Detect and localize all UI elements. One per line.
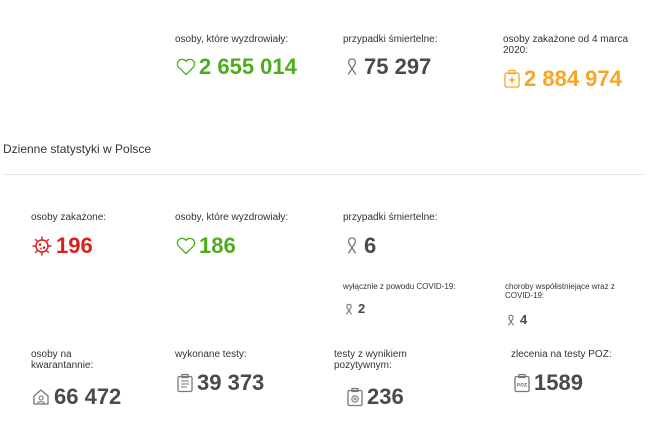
daily-deaths-label: przypadki śmiertelne: — [343, 212, 438, 223]
top-deaths-value-wrap: 75 297 — [343, 55, 431, 79]
medical-kit-icon — [503, 69, 521, 89]
deaths-covid-only-value-wrap: 2 — [343, 302, 365, 316]
ribbon-icon — [343, 236, 361, 256]
top-recovered-label: osoby, które wyzdrowiały: — [175, 34, 289, 45]
tests-value: 39 373 — [197, 370, 265, 395]
top-deaths-label: przypadki śmiertelne: — [343, 34, 438, 45]
quarantine-label: osoby na kwarantannie: — [31, 349, 94, 371]
heart-icon — [176, 237, 196, 255]
tests-label: wykonane testy: — [175, 349, 247, 360]
deaths-covid-only-label: wyłącznie z powodu COVID-19: — [343, 282, 456, 291]
daily-infected-value: 196 — [56, 233, 93, 258]
house-icon — [31, 387, 51, 407]
daily-recovered-label: osoby, które wyzdrowiały: — [175, 212, 289, 223]
test-positive-icon — [346, 387, 364, 407]
quarantine-value-wrap: 66 472 — [31, 385, 121, 409]
deaths-comorbid-value-wrap: 4 — [505, 313, 527, 327]
positive-tests-label: testy z wynikiem pozytywnym: — [334, 349, 407, 371]
virus-icon — [31, 235, 53, 257]
poz-clipboard-icon: POZ — [513, 373, 531, 393]
poz-orders-label: zlecenia na testy POZ: — [511, 349, 612, 360]
daily-infected-label: osoby zakażone: — [31, 212, 107, 223]
daily-infected-value-wrap: 196 — [31, 234, 93, 258]
top-infected-label: osoby zakażone od 4 marca 2020: — [503, 34, 629, 56]
poz-orders-value-wrap: POZ 1589 — [513, 371, 583, 395]
daily-recovered-value-wrap: 186 — [176, 234, 236, 258]
section-title: Dzienne statystyki w Polsce — [3, 142, 152, 156]
top-recovered-value: 2 655 014 — [199, 54, 297, 79]
top-deaths-value: 75 297 — [364, 54, 432, 79]
deaths-comorbid-value: 4 — [520, 312, 528, 327]
tests-value-wrap: 39 373 — [176, 371, 264, 395]
heart-icon — [176, 58, 196, 76]
positive-tests-value-wrap: 236 — [346, 385, 404, 409]
daily-deaths-value: 6 — [364, 233, 377, 258]
daily-deaths-value-wrap: 6 — [343, 234, 376, 258]
poz-orders-value: 1589 — [534, 370, 583, 395]
ribbon-icon — [343, 303, 355, 316]
deaths-covid-only-value: 2 — [358, 301, 366, 316]
section-divider — [3, 174, 644, 175]
top-recovered-value-wrap: 2 655 014 — [176, 55, 297, 79]
clipboard-icon — [176, 373, 194, 393]
top-infected-value-wrap: 2 884 974 — [503, 67, 622, 91]
quarantine-value: 66 472 — [54, 384, 122, 409]
daily-recovered-value: 186 — [199, 233, 236, 258]
top-infected-value: 2 884 974 — [524, 66, 622, 91]
poz-badge: POZ — [517, 383, 528, 389]
ribbon-icon — [343, 57, 361, 77]
positive-tests-value: 236 — [367, 384, 404, 409]
ribbon-icon — [505, 314, 517, 327]
deaths-comorbid-label: choroby współistniejące wraz z COVID-19: — [505, 282, 615, 300]
